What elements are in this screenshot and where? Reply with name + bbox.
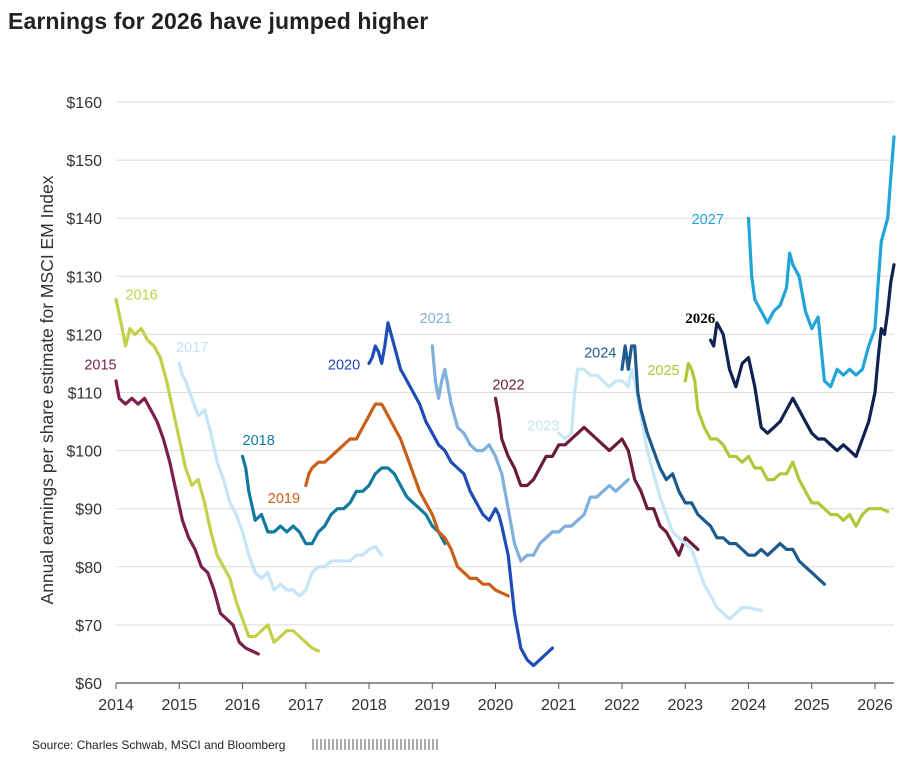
series-line-2017 xyxy=(177,361,384,598)
series-label-2026: 2026 xyxy=(685,311,716,327)
x-tick-label: 2022 xyxy=(604,697,640,714)
series-label-2016: 2016 xyxy=(125,288,157,304)
series-lines xyxy=(114,135,896,668)
y-tick-label: $140 xyxy=(66,211,102,228)
x-tick-label: 2025 xyxy=(794,697,830,714)
redacted-watermark xyxy=(312,739,438,750)
x-tick-label: 2018 xyxy=(351,697,387,714)
x-tick-label: 2015 xyxy=(161,697,197,714)
x-tick-label: 2017 xyxy=(288,697,324,714)
x-tick-label: 2020 xyxy=(478,697,514,714)
series-label-2023: 2023 xyxy=(527,418,559,434)
series-line-2027 xyxy=(746,135,896,389)
y-axis-label: Annual earnings per share estimate for M… xyxy=(37,175,57,604)
series-label-2015: 2015 xyxy=(84,357,116,373)
series-label-2027: 2027 xyxy=(692,212,724,228)
y-tick-label: $70 xyxy=(75,618,102,635)
series-label-2025: 2025 xyxy=(647,363,679,379)
x-tick-label: 2016 xyxy=(225,697,261,714)
y-tick-label: $110 xyxy=(68,386,103,403)
series-labels: 2015 2016 2017 2018 2019 2020 2021 2022 2023 2024… xyxy=(84,212,723,507)
y-tick-label: $80 xyxy=(75,560,102,577)
source-note: Source: Charles Schwab, MSCI and Bloombe… xyxy=(32,738,286,752)
series-label-2020: 2020 xyxy=(328,357,360,373)
gridlines xyxy=(116,101,894,684)
x-axis-ticks: 2014 2015 2016 2017 2018 2019 2020 2021 2022 2023… xyxy=(98,683,893,714)
y-tick-label: $150 xyxy=(66,153,102,170)
x-tick-label: 2019 xyxy=(414,697,450,714)
y-tick-label: $160 xyxy=(66,95,102,112)
y-tick-label: $90 xyxy=(75,502,102,519)
series-line-2026 xyxy=(709,263,896,458)
chart-title: Earnings for 2026 have jumped higher xyxy=(8,8,429,34)
x-tick-label: 2023 xyxy=(667,697,703,714)
y-tick-label: $130 xyxy=(66,269,102,286)
series-label-2017: 2017 xyxy=(176,340,208,356)
y-axis-ticks: $60 $70 $80 $90 $100 $110 $120 $130 $140 $150 $160 xyxy=(66,95,102,693)
x-tick-label: 2026 xyxy=(857,697,893,714)
series-line-2018 xyxy=(240,454,447,546)
series-line-2025 xyxy=(683,361,890,528)
series-label-2022: 2022 xyxy=(492,378,524,394)
y-tick-label: $100 xyxy=(66,444,102,461)
y-tick-label: $60 xyxy=(75,676,102,693)
x-tick-label: 2024 xyxy=(731,697,767,714)
series-label-2019: 2019 xyxy=(268,491,300,507)
x-tick-label: 2021 xyxy=(541,697,577,714)
series-label-2018: 2018 xyxy=(243,433,275,449)
series-line-2024 xyxy=(620,344,826,586)
y-tick-label: $120 xyxy=(66,327,102,344)
series-line-2023 xyxy=(557,367,763,621)
x-tick-label: 2014 xyxy=(98,697,134,714)
series-line-2020 xyxy=(367,321,554,668)
series-line-2019 xyxy=(304,402,510,598)
series-line-2022 xyxy=(493,396,700,557)
series-label-2021: 2021 xyxy=(420,311,452,327)
series-line-2021 xyxy=(430,344,630,563)
series-label-2024: 2024 xyxy=(584,346,616,362)
series-line-2015 xyxy=(114,379,260,656)
series-line-2016 xyxy=(114,297,320,653)
